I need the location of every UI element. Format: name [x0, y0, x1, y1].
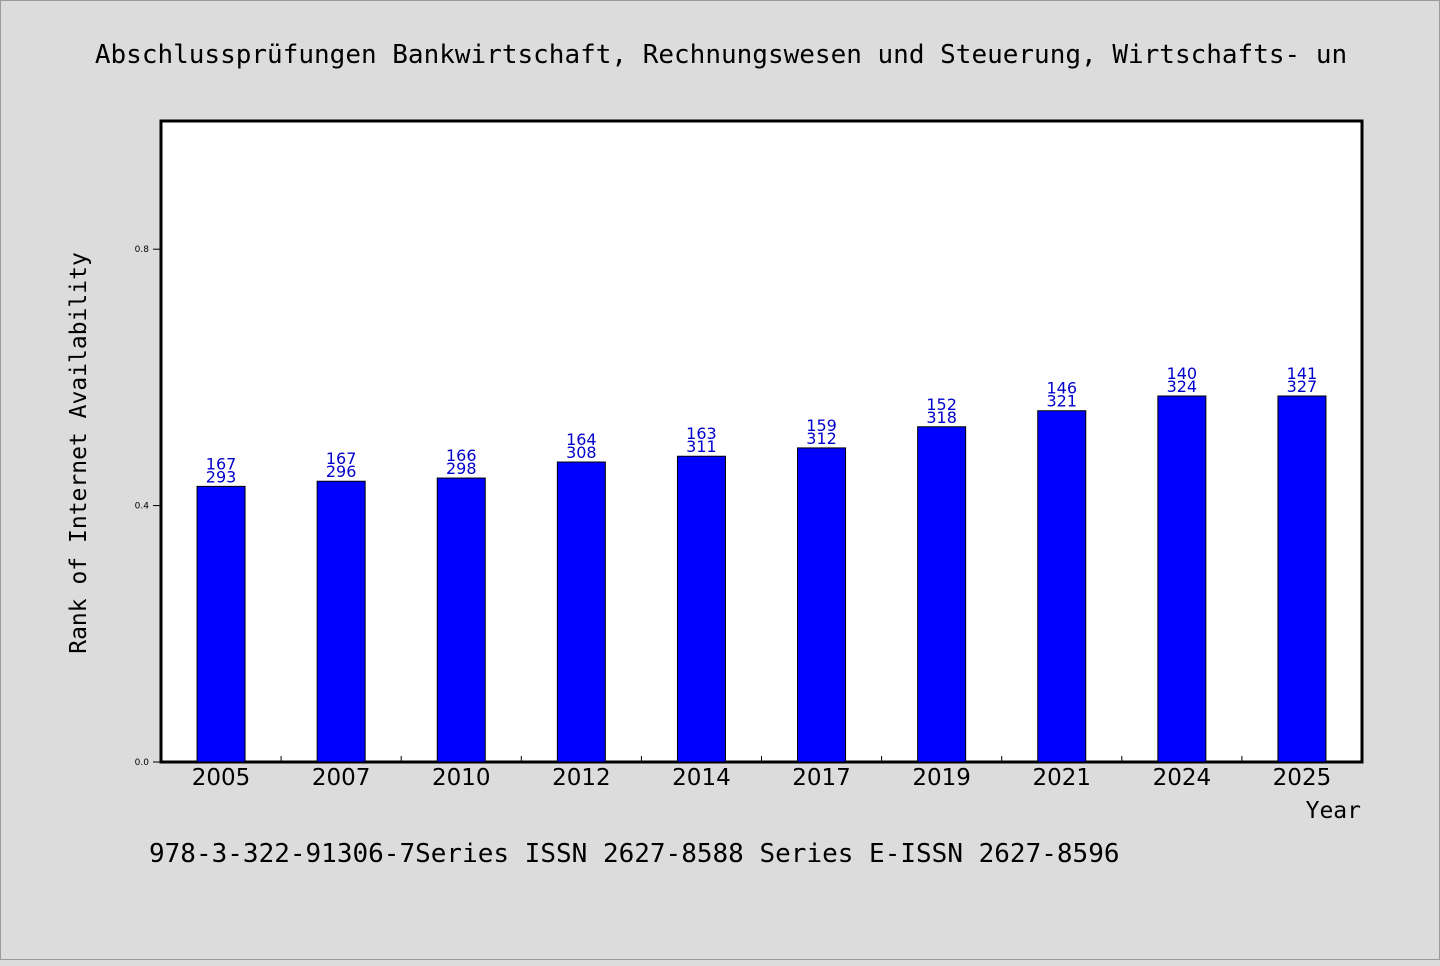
chart-title: Abschlussprüfungen Bankwirtschaft, Rechn… [95, 40, 1347, 70]
y-tick-label: 0.8 [135, 245, 150, 255]
bar-2019 [917, 426, 967, 763]
bar-2017 [797, 447, 847, 763]
x-tick-label: 2012 [552, 765, 611, 791]
bar-2024 [1157, 395, 1207, 763]
bar-2012 [556, 461, 606, 763]
bar-label-top: 167 [206, 454, 237, 473]
footer-identifier-text: 978-3-322-91306-7Series ISSN 2627-8588 S… [149, 839, 1120, 869]
bar-label-top: 159 [806, 416, 837, 435]
bar-label-top: 164 [566, 430, 597, 449]
bar-label-top: 146 [1046, 379, 1077, 398]
y-tick-label: 0.4 [135, 502, 150, 512]
bar-label-bottom: 321 [1046, 392, 1077, 411]
x-tick-label: 2005 [192, 765, 251, 791]
bar-label-bottom: 298 [446, 459, 477, 478]
bar-label-bottom: 327 [1287, 377, 1318, 396]
bar-label-top: 166 [446, 446, 477, 465]
bar-label-top: 152 [926, 395, 957, 414]
x-tick-label: 2010 [432, 765, 491, 791]
x-axis-title: Year [1306, 798, 1361, 824]
bar-label-bottom: 312 [806, 429, 837, 448]
x-tick-label: 2019 [912, 765, 971, 791]
x-tick-label: 2024 [1153, 765, 1212, 791]
x-tick-label: 2014 [672, 765, 731, 791]
x-tick-label: 2007 [312, 765, 371, 791]
bar-2007 [316, 480, 366, 763]
x-axis: 2005 2007 2010 2012 2014 2017 2019 2021 2024 2025 [192, 756, 1331, 791]
bar-2005 [196, 485, 246, 763]
bar-label-bottom: 318 [926, 408, 957, 427]
bar-label-top: 141 [1287, 364, 1318, 383]
bar-label-bottom: 293 [206, 467, 237, 486]
bar-2010 [436, 477, 486, 763]
bar-label-top: 167 [326, 449, 357, 468]
bar-2014 [676, 455, 726, 763]
y-tick-label: 0.0 [135, 758, 150, 768]
bar-label-top: 163 [686, 424, 717, 443]
bar-2025 [1277, 395, 1327, 763]
x-tick-label: 2025 [1273, 765, 1332, 791]
bar-label-bottom: 296 [326, 462, 357, 481]
bar-label-top: 140 [1167, 364, 1198, 383]
bar-label-bottom: 308 [566, 443, 597, 462]
bar-label-bottom: 324 [1167, 377, 1198, 396]
bar-label-bottom: 311 [686, 437, 717, 456]
x-tick-label: 2021 [1032, 765, 1091, 791]
bar-2021 [1037, 410, 1087, 763]
y-axis-title: Rank of Internet Availability [66, 252, 92, 654]
bar-series [196, 395, 1327, 763]
data-labels: 1672931672961662981643081633111593121523… [206, 364, 1317, 486]
x-tick-label: 2017 [792, 765, 851, 791]
y-axis: 0.0 0.4 0.8 [135, 245, 161, 768]
